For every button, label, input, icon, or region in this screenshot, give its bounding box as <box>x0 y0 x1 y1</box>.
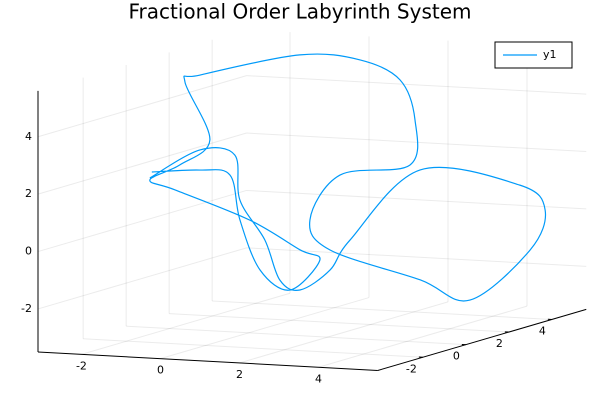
z-tick-label: 0 <box>25 245 32 258</box>
grid-line <box>37 75 247 138</box>
grid-line <box>126 325 466 346</box>
grid-line <box>81 292 291 355</box>
chart-title: Fractional Order Labyrinth System <box>128 0 471 24</box>
y-tick-label: 2 <box>496 337 503 350</box>
grid-line <box>318 305 528 368</box>
z-tick-label: 4 <box>25 130 32 143</box>
grid-line <box>246 247 587 267</box>
grid-line <box>37 189 247 253</box>
grid-line <box>212 300 552 320</box>
grid-line <box>246 132 587 153</box>
y-tick-label: 4 <box>539 324 546 337</box>
x-tick-label: 0 <box>157 364 164 377</box>
x-tick-label: -2 <box>76 359 87 372</box>
x-tick-label: 4 <box>315 372 322 385</box>
legend-label: y1 <box>543 48 557 61</box>
z-tick-label: 2 <box>25 187 32 200</box>
grid-line <box>37 247 247 310</box>
grid-line <box>169 313 509 333</box>
x-tick-label: 2 <box>236 368 243 381</box>
grid-line <box>246 75 587 95</box>
z-tick-label: -2 <box>21 302 32 315</box>
series-line <box>149 53 547 302</box>
grid-line <box>239 301 449 364</box>
y-tick-label: -2 <box>406 362 417 375</box>
grid-line <box>83 338 423 358</box>
x-axis <box>37 351 378 371</box>
grid-line <box>160 297 370 360</box>
grid-line <box>246 189 587 210</box>
grid-line <box>37 132 247 195</box>
y-tick-label: 0 <box>453 350 460 363</box>
